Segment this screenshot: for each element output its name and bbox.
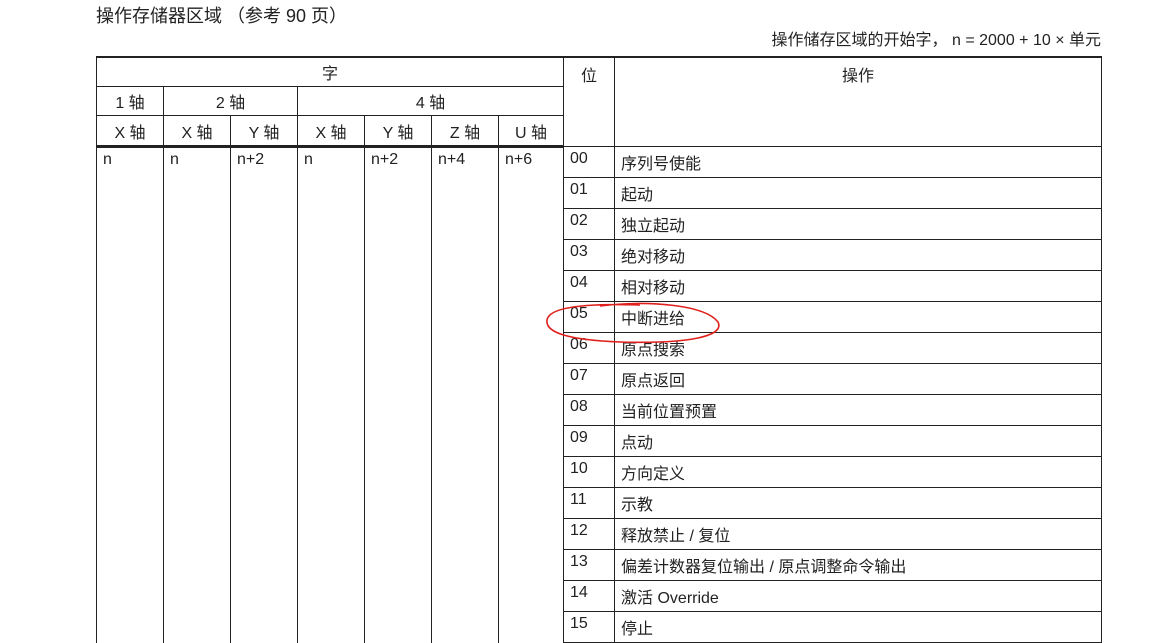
operation-name: 偏差计数器复位输出 / 原点调整命令输出: [614, 549, 1102, 581]
word-address: n+2: [230, 146, 298, 643]
table-row: 07 原点返回: [97, 363, 1102, 395]
axis-header: X 轴: [163, 115, 231, 148]
operation-name: 原点搜索: [614, 332, 1102, 364]
axis-group-4: 4 轴: [296, 86, 565, 116]
axis-header: Y 轴: [230, 115, 298, 148]
start-word-note: 操作储存区域的开始字， n = 2000 + 10 × 单元: [771, 32, 1101, 49]
axis-header: Z 轴: [431, 115, 499, 148]
bit-number: 07: [563, 363, 616, 395]
operation-name: 绝对移动: [614, 239, 1102, 271]
bit-number: 01: [563, 177, 616, 209]
word-address: n+2: [364, 146, 432, 643]
table-row: 04 相对移动: [97, 270, 1102, 302]
operation-name: 序列号使能: [614, 146, 1102, 178]
bit-number: 10: [563, 456, 616, 488]
operation-name: 相对移动: [614, 270, 1102, 302]
bit-number: 15: [563, 611, 616, 643]
bit-number: 08: [563, 394, 616, 426]
axis-header: X 轴: [297, 115, 365, 148]
operation-header: 操作: [614, 56, 1102, 147]
operation-name: 方向定义: [614, 456, 1102, 488]
bit-number: 12: [563, 518, 616, 550]
bit-number: 06: [563, 332, 616, 364]
table-row: 02 独立起动: [97, 208, 1102, 240]
axis-header: U 轴: [497, 115, 565, 148]
table-row: 03 绝对移动: [97, 239, 1102, 271]
bit-number: 09: [563, 425, 616, 457]
bit-header: 位: [563, 56, 616, 147]
table-row: 12 释放禁止 / 复位: [97, 518, 1102, 550]
bit-number: 02: [563, 208, 616, 240]
operation-name: 点动: [614, 425, 1102, 457]
operation-name: 原点返回: [614, 363, 1102, 395]
bit-number: 11: [563, 487, 616, 519]
word-header: 字: [95, 56, 565, 87]
word-address: n: [163, 146, 231, 643]
axis-group-2: 2 轴: [163, 86, 298, 116]
bit-number: 04: [563, 270, 616, 302]
table-row: 08 当前位置预置: [97, 394, 1102, 426]
word-address: n+6: [497, 146, 565, 643]
operation-name: 独立起动: [614, 208, 1102, 240]
bit-number: 03: [563, 239, 616, 271]
operation-name: 中断进给: [614, 301, 1102, 333]
bit-number: 14: [563, 580, 616, 612]
operation-name: 示教: [614, 487, 1102, 519]
table-row: 10 方向定义: [97, 456, 1102, 488]
bit-number: 05: [563, 301, 616, 333]
table-row: 01 起动: [97, 177, 1102, 209]
operation-name: 激活 Override: [614, 580, 1102, 612]
bit-number: 00: [563, 146, 616, 178]
axis-header: X 轴: [96, 115, 164, 148]
axis-header: Y 轴: [364, 115, 432, 148]
axis-group-1: 1 轴: [96, 86, 164, 116]
section-title: 操作存储器区域 （参考 90 页）: [96, 6, 348, 26]
bit-number: 13: [563, 549, 616, 581]
operation-name: 释放禁止 / 复位: [614, 518, 1102, 550]
operation-name: 起动: [614, 177, 1102, 209]
operation-name: 停止: [614, 611, 1102, 643]
word-address: n+4: [431, 146, 499, 643]
word-address: n: [96, 146, 164, 643]
table-row: n n n+2 n n+2 n+4 n+6 00 序列号使能: [96, 146, 1102, 643]
operation-name: 当前位置预置: [614, 394, 1102, 426]
word-address: n: [297, 146, 365, 643]
table-row: 13 偏差计数器复位输出 / 原点调整命令输出: [97, 549, 1102, 581]
